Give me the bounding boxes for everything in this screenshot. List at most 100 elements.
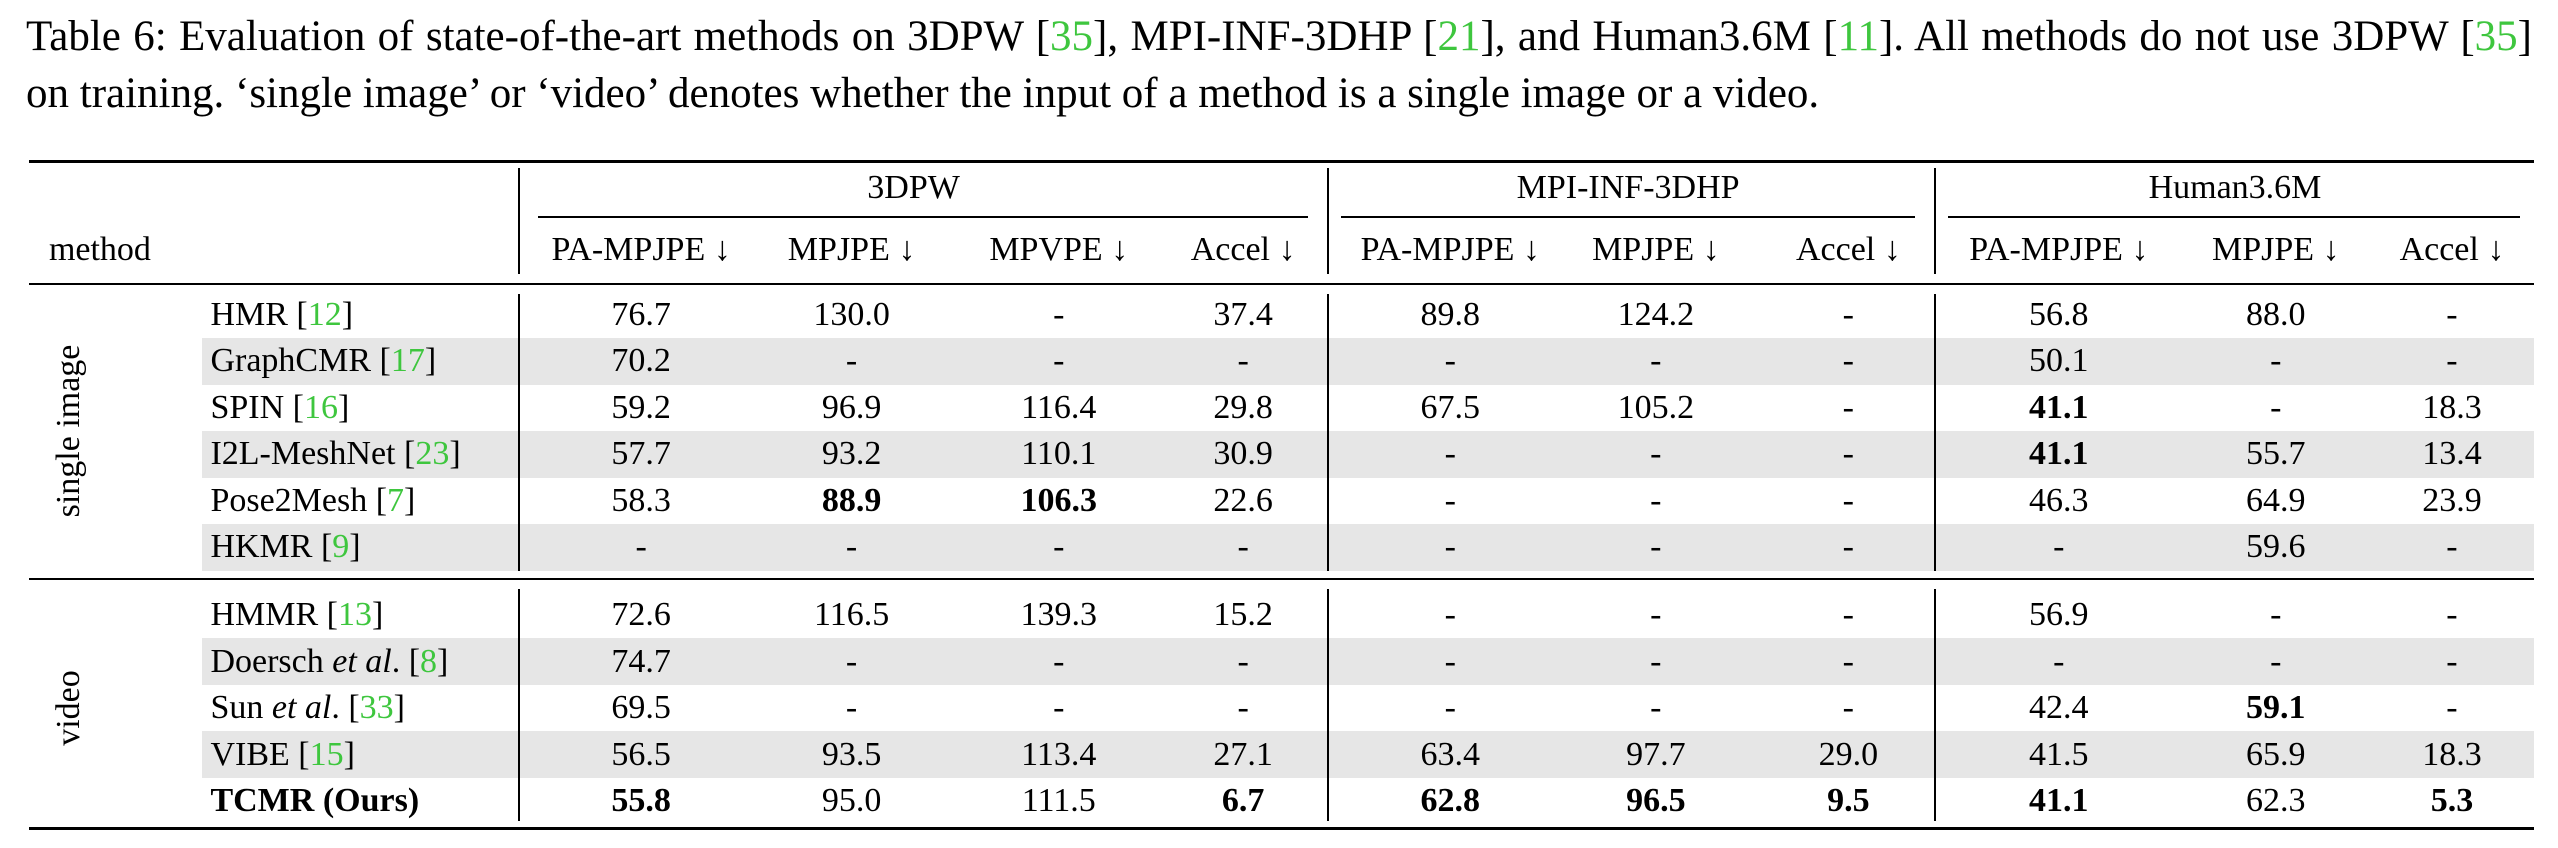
cell: 41.1 bbox=[2029, 388, 2089, 426]
cell: 95.0 bbox=[821, 782, 882, 819]
method-text: ] bbox=[343, 735, 355, 773]
cell: 110.1 bbox=[1021, 435, 1097, 473]
cell: 29.8 bbox=[1213, 388, 1273, 426]
citation: 15 bbox=[309, 735, 344, 773]
dataset-header: Human3.6M bbox=[2148, 168, 2322, 206]
method-name: Doersch et al. [8] bbox=[210, 642, 448, 680]
caption-text: ], and Human3.6M [ bbox=[1480, 13, 1838, 60]
cell: 41.1 bbox=[2029, 435, 2089, 473]
vertical-rule bbox=[517, 588, 520, 821]
cell: - bbox=[1444, 528, 1456, 566]
cell: 69.5 bbox=[611, 689, 671, 727]
method-text: GraphCMR [ bbox=[210, 342, 391, 380]
cell: 30.9 bbox=[1213, 435, 1273, 473]
rule bbox=[538, 216, 1309, 218]
rule bbox=[1947, 216, 2521, 218]
cell: 6.7 bbox=[1221, 782, 1265, 819]
cell: 88.9 bbox=[821, 481, 882, 519]
cell: 42.4 bbox=[2029, 689, 2089, 727]
cell: 106.3 bbox=[1020, 481, 1098, 519]
cell: 62.8 bbox=[1420, 782, 1481, 819]
cell: - bbox=[1650, 642, 1662, 680]
cell: 116.4 bbox=[1021, 388, 1097, 426]
method-text: et al bbox=[332, 642, 392, 680]
cell: - bbox=[1237, 528, 1249, 566]
cell: 27.1 bbox=[1213, 735, 1273, 773]
cell: 46.3 bbox=[2029, 481, 2089, 519]
group-label: video bbox=[49, 670, 87, 746]
cell: - bbox=[1650, 435, 1662, 473]
method-name: HKMR [9] bbox=[210, 530, 360, 564]
method-text: ] bbox=[371, 596, 384, 634]
cell: 76.7 bbox=[611, 295, 671, 333]
vertical-rule bbox=[1933, 293, 1936, 571]
rule bbox=[29, 160, 2534, 163]
method-text: VIBE [ bbox=[210, 735, 310, 773]
cell: - bbox=[1237, 642, 1249, 680]
column-header: MPVPE ↓ bbox=[989, 230, 1129, 268]
cell: - bbox=[1053, 342, 1065, 380]
column-header: MPJPE ↓ bbox=[1592, 230, 1720, 268]
cell: - bbox=[1650, 689, 1662, 727]
citation: 13 bbox=[337, 596, 372, 634]
row-shade bbox=[202, 524, 2534, 571]
cell: 67.5 bbox=[1420, 388, 1481, 426]
method-text: . [ bbox=[391, 642, 421, 680]
method-text: ] bbox=[341, 295, 354, 333]
cell: - bbox=[1053, 689, 1065, 727]
cell: 57.7 bbox=[611, 435, 671, 473]
cell: - bbox=[1842, 642, 1855, 680]
vertical-rule bbox=[1933, 168, 1936, 275]
citation: 35 bbox=[1050, 13, 1094, 60]
cell: - bbox=[2053, 642, 2065, 680]
column-header: Accel ↓ bbox=[1795, 230, 1901, 268]
citation: 33 bbox=[359, 689, 394, 727]
cell: - bbox=[1842, 435, 1855, 473]
cell: - bbox=[2446, 528, 2458, 566]
method-name: HMR [12] bbox=[210, 295, 354, 333]
cell: - bbox=[1842, 596, 1855, 634]
cell: - bbox=[1842, 528, 1855, 566]
vertical-rule bbox=[1326, 168, 1329, 275]
method-text: SPIN [ bbox=[210, 388, 304, 426]
cell: - bbox=[1842, 689, 1855, 727]
cell: 9.5 bbox=[1827, 782, 1870, 819]
caption-text: Table 6: Evaluation of state-of-the-art … bbox=[26, 13, 1051, 60]
cell: - bbox=[2446, 596, 2458, 634]
column-header: PA-MPJPE ↓ bbox=[1360, 230, 1540, 268]
cell: 74.7 bbox=[611, 642, 671, 680]
cell: - bbox=[1237, 342, 1249, 380]
cell: 56.8 bbox=[2029, 295, 2089, 333]
cell: 130.0 bbox=[813, 295, 890, 333]
cell: 59.1 bbox=[2246, 689, 2306, 727]
cell: - bbox=[2446, 642, 2458, 680]
method-text: HMMR [ bbox=[210, 596, 338, 634]
cell: - bbox=[2446, 295, 2458, 333]
group-label: single image bbox=[49, 344, 87, 518]
column-header: PA-MPJPE ↓ bbox=[1969, 230, 2149, 268]
method-text: ] bbox=[349, 528, 361, 566]
cell: - bbox=[845, 642, 858, 680]
cell: - bbox=[1650, 481, 1662, 519]
cell: 111.5 bbox=[1021, 782, 1096, 819]
cell: - bbox=[1444, 689, 1456, 727]
cell: 59.2 bbox=[611, 388, 671, 426]
cell: - bbox=[2446, 342, 2458, 380]
method-text: I2L-MeshNet [ bbox=[210, 435, 416, 473]
cell: 65.9 bbox=[2246, 735, 2306, 773]
method-text: Doersch bbox=[210, 642, 333, 680]
cell: 56.9 bbox=[2029, 596, 2089, 634]
cell: - bbox=[2446, 689, 2458, 727]
cell: - bbox=[1053, 528, 1065, 566]
citation: 21 bbox=[1437, 13, 1481, 60]
cell: - bbox=[1444, 642, 1456, 680]
cell: 96.9 bbox=[821, 388, 882, 426]
method-text: ] bbox=[393, 689, 405, 727]
cell: - bbox=[1053, 642, 1065, 680]
column-header: Accel ↓ bbox=[1190, 230, 1296, 268]
citation: 35 bbox=[2474, 13, 2518, 60]
cell: 5.3 bbox=[2430, 782, 2474, 819]
method-text: Pose2Mesh [ bbox=[210, 481, 388, 519]
rule bbox=[1340, 216, 1916, 218]
